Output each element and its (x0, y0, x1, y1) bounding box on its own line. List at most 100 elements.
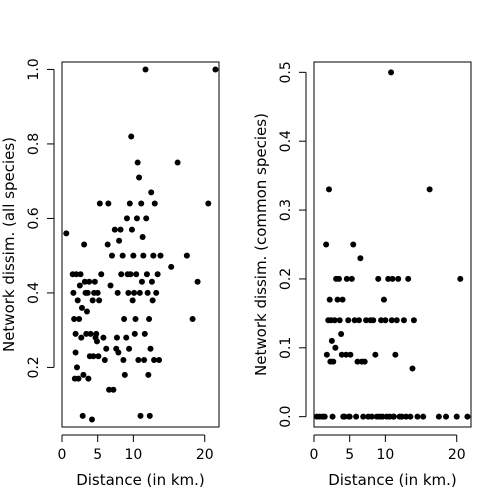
data-point (132, 315, 139, 322)
data-point (407, 413, 414, 420)
data-point (128, 226, 135, 233)
data-point (91, 278, 98, 285)
data-point (343, 275, 350, 282)
data-point (351, 317, 358, 324)
data-point (330, 358, 337, 365)
data-point (85, 375, 92, 382)
data-point (131, 330, 138, 337)
data-point (355, 317, 362, 324)
data-point (336, 317, 343, 324)
data-point (135, 356, 142, 363)
data-point (83, 308, 90, 315)
data-point (154, 271, 161, 278)
x-tick-label: 10 (376, 447, 394, 463)
data-point (345, 317, 352, 324)
data-point (372, 351, 379, 358)
data-point (174, 159, 181, 166)
data-point (63, 230, 70, 237)
data-point (127, 271, 134, 278)
plot-frame (61, 61, 220, 428)
x-tick-label: 5 (93, 447, 102, 463)
data-point (348, 275, 355, 282)
y-tick-label: 0.4 (26, 282, 42, 304)
data-point (142, 66, 149, 73)
data-point (189, 315, 196, 322)
data-point (357, 255, 364, 262)
data-point (361, 358, 368, 365)
data-point (334, 296, 341, 303)
data-point (77, 271, 84, 278)
data-point (72, 330, 79, 337)
data-point (100, 334, 107, 341)
data-point (410, 317, 417, 324)
data-point (150, 252, 157, 259)
data-point (326, 296, 333, 303)
left-panel: 0 5 10 20 0.2 0.4 0.6 0.8 1.0 Distance (in km.) Ne… (0, 58, 220, 489)
data-point (341, 413, 348, 420)
data-point (96, 297, 103, 304)
data-point (414, 413, 421, 420)
y-axis-title: Network dissim. (all species) (0, 137, 18, 352)
data-point (146, 412, 153, 419)
data-point (133, 215, 140, 222)
data-point (323, 351, 330, 358)
data-point (375, 275, 382, 282)
data-point (83, 330, 90, 337)
data-point (143, 271, 150, 278)
x-tick-label: 0 (58, 447, 67, 463)
data-point (110, 386, 117, 393)
data-point (393, 317, 400, 324)
x-axis-title: Distance (in km.) (328, 471, 457, 489)
data-point (78, 334, 85, 341)
data-point (101, 356, 108, 363)
data-point (331, 317, 338, 324)
data-point (73, 271, 80, 278)
data-point (151, 200, 158, 207)
data-point (79, 412, 86, 419)
data-point (90, 353, 97, 360)
x-tick-label: 5 (345, 447, 354, 463)
data-point (157, 252, 164, 259)
data-point (136, 289, 143, 296)
data-point (329, 413, 336, 420)
data-point (338, 351, 345, 358)
data-point (86, 278, 93, 285)
data-point (183, 252, 190, 259)
data-point (156, 356, 163, 363)
data-point (426, 186, 433, 193)
data-point (114, 289, 121, 296)
data-point (325, 186, 332, 193)
data-point (73, 364, 80, 371)
data-point (194, 278, 201, 285)
data-point (78, 304, 85, 311)
data-point (148, 278, 155, 285)
data-point (130, 252, 137, 259)
y-tick-label: 0.8 (26, 133, 42, 155)
data-point (137, 412, 144, 419)
data-point (368, 413, 375, 420)
data-point (457, 275, 464, 282)
data-point (453, 413, 460, 420)
data-point (70, 289, 77, 296)
data-point (335, 275, 342, 282)
data-point (120, 356, 127, 363)
data-point (405, 275, 412, 282)
data-point (143, 215, 150, 222)
y-tick-label: 0.3 (278, 199, 294, 221)
data-point (80, 371, 87, 378)
data-point (121, 371, 128, 378)
x-tick-label: 20 (448, 447, 466, 463)
data-point (76, 282, 83, 289)
data-point (134, 159, 141, 166)
data-point (443, 413, 450, 420)
right-panel: 0 5 10 20 0.0 0.1 0.2 0.3 0.4 0.5 Distance (in km.… (252, 61, 472, 489)
data-point (129, 297, 136, 304)
data-point (88, 416, 95, 423)
data-point (107, 282, 114, 289)
data-point (84, 289, 91, 296)
data-point (72, 349, 79, 356)
data-point (140, 252, 147, 259)
data-point (87, 330, 94, 337)
data-point (117, 226, 124, 233)
